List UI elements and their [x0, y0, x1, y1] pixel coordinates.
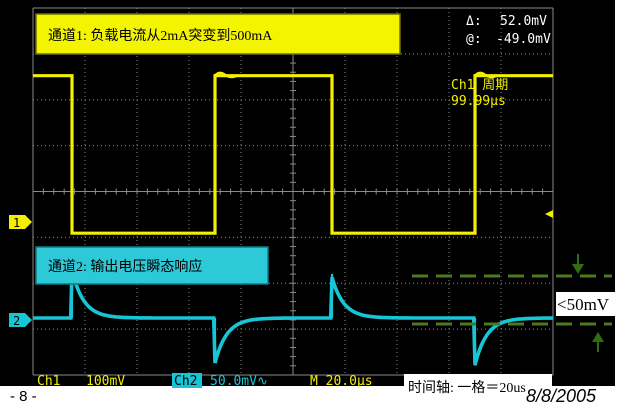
cursor-at-label: @:: [466, 32, 482, 47]
ch2-annotation-text: 通道2: 输出电压瞬态响应: [48, 258, 202, 275]
ch2-marker-label: 2: [13, 314, 20, 328]
ripple-label: <50mV: [557, 295, 610, 314]
timebase-readout: M 20.0µs: [310, 374, 373, 389]
left-strip: [0, 0, 9, 386]
trigger-level-arrow: [545, 210, 553, 218]
ch2-scale: 50.0mV∿: [210, 374, 268, 389]
page-number: - 8 -: [10, 388, 37, 405]
ripple-arrow-up-icon: [592, 332, 604, 352]
ch1-edge-overshoot: [474, 71, 498, 79]
ch2-trace: [33, 269, 553, 366]
ch1-label: Ch1: [37, 374, 60, 389]
period-value: 99.99µs: [451, 94, 506, 109]
cursor-at-value: -49.0mV: [496, 32, 551, 47]
timeaxis-note-bg: [404, 374, 552, 398]
ch1-marker: 1: [9, 215, 32, 230]
traces: [33, 71, 553, 366]
footer-date: 8/8/2005: [526, 386, 597, 406]
screen-background: [9, 0, 615, 386]
cursor-delta-label: Δ:: [466, 14, 482, 29]
ch2-annotation-box: [35, 246, 269, 285]
ripple-label-bg: [556, 292, 618, 316]
ripple-arrow-down-icon: [572, 254, 584, 274]
cursor-delta-value: 52.0mV: [500, 14, 547, 29]
period-label: Ch1 周期: [451, 78, 508, 93]
ch2-label: Ch2: [174, 374, 197, 389]
ch2-label-bg: [172, 373, 202, 388]
ch1-annotation-text: 通道1: 负载电流从2mA突变到500mA: [48, 28, 273, 44]
ch2-marker: 2: [9, 313, 32, 328]
ch1-marker-label: 1: [13, 216, 20, 230]
ch1-edge-overshoot: [214, 71, 238, 79]
ch1-trace: [33, 74, 553, 235]
timeaxis-note: 时间轴: 一格＝20us: [408, 380, 526, 396]
ch1-annotation-box: [35, 13, 401, 55]
ch1-scale: 100mV: [86, 374, 125, 389]
